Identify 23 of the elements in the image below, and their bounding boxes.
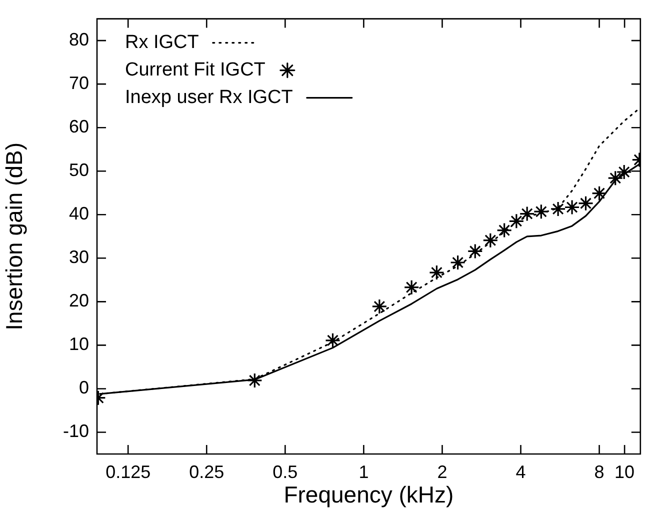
x-axis-title: Frequency (kHz) bbox=[284, 482, 454, 508]
y-tick-label: 40 bbox=[68, 204, 89, 224]
x-tick-label: 0.25 bbox=[189, 462, 224, 482]
y-tick-label: -10 bbox=[62, 421, 89, 442]
legend-label: Inexp user Rx IGCT bbox=[125, 87, 294, 108]
x-tick-label: 4 bbox=[516, 462, 526, 482]
y-tick-label: 80 bbox=[68, 30, 89, 50]
y-axis-title: Insertion gain (dB) bbox=[1, 142, 28, 330]
y-tick-label: 30 bbox=[68, 247, 89, 268]
y-tick-label: 70 bbox=[68, 73, 89, 94]
x-tick-label: 8 bbox=[594, 462, 604, 482]
y-tick-label: 50 bbox=[68, 160, 89, 180]
x-tick-label: 0.125 bbox=[106, 462, 151, 482]
legend-label: Current Fit IGCT bbox=[125, 60, 266, 81]
y-tick-label: 60 bbox=[68, 116, 89, 137]
y-tick-label: 20 bbox=[68, 290, 89, 311]
legend-label: Rx IGCT bbox=[125, 32, 200, 54]
x-tick-label: 10 bbox=[614, 462, 635, 482]
x-tick-label: 0.5 bbox=[272, 462, 298, 482]
x-tick-label: 1 bbox=[358, 462, 369, 482]
y-tick-label: 10 bbox=[68, 334, 89, 354]
x-tick-label: 2 bbox=[437, 462, 448, 482]
y-tick-label: 0 bbox=[78, 378, 89, 398]
